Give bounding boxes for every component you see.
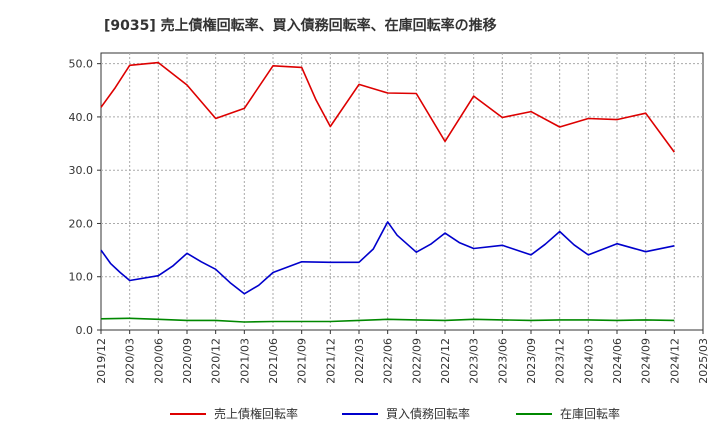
- x-tick-label: 2022/12: [439, 338, 452, 384]
- x-tick-label: 2022/09: [410, 338, 423, 384]
- x-tick-label: 2023/03: [468, 338, 481, 384]
- series-line-3: [100, 317, 675, 323]
- y-tick-label: 40.0: [69, 111, 94, 124]
- x-tick-label: 2023/12: [554, 338, 567, 384]
- x-tick-label: 2020/06: [152, 338, 165, 384]
- grid-lines: [101, 53, 703, 330]
- x-tick-label: 2025/03: [697, 338, 710, 384]
- x-tick-label: 2021/06: [267, 338, 280, 384]
- x-tick-label: 2023/06: [496, 338, 509, 384]
- x-tick-label: 2022/06: [382, 338, 395, 384]
- x-tick-label: 2023/09: [525, 338, 538, 384]
- x-tick-label: 2021/03: [238, 338, 251, 384]
- series-lines: [100, 61, 675, 323]
- chart-title: [9035] 売上債権回転率、買入債務回転率、在庫回転率の推移: [104, 17, 497, 34]
- y-tick-label: 20.0: [69, 217, 94, 230]
- x-tick-label: 2021/09: [296, 338, 309, 384]
- series-line-1: [100, 61, 675, 153]
- x-axis: 2019/12 2020/03 2020/06 2020/09 2020/12 2021/…: [95, 330, 710, 384]
- x-tick-label: 2020/03: [124, 338, 137, 384]
- legend: 売上債権回転率 買入債務回転率 在庫回転率: [170, 406, 620, 421]
- x-tick-label: 2024/03: [582, 338, 595, 384]
- legend-label-2: 買入債務回転率: [386, 406, 470, 421]
- x-tick-label: 2020/12: [210, 338, 223, 384]
- x-tick-label: 2024/12: [668, 338, 681, 384]
- y-tick-label: 50.0: [69, 58, 94, 71]
- plot-area: [100, 52, 704, 331]
- x-tick-label: 2021/12: [324, 338, 337, 384]
- y-tick-label: 30.0: [69, 164, 94, 177]
- y-tick-label: 10.0: [69, 271, 94, 284]
- legend-label-1: 売上債権回転率: [214, 406, 298, 421]
- x-tick-label: 2022/03: [353, 338, 366, 384]
- legend-label-3: 在庫回転率: [560, 406, 620, 421]
- x-tick-label: 2020/09: [181, 338, 194, 384]
- x-tick-label: 2019/12: [95, 338, 108, 384]
- y-tick-label: 0.0: [76, 324, 94, 337]
- series-line-2: [100, 221, 675, 295]
- x-tick-label: 2024/09: [640, 338, 653, 384]
- x-tick-label: 2024/06: [611, 338, 624, 384]
- y-axis: 0.0 10.0 20.0 30.0 40.0 50.0: [69, 58, 101, 337]
